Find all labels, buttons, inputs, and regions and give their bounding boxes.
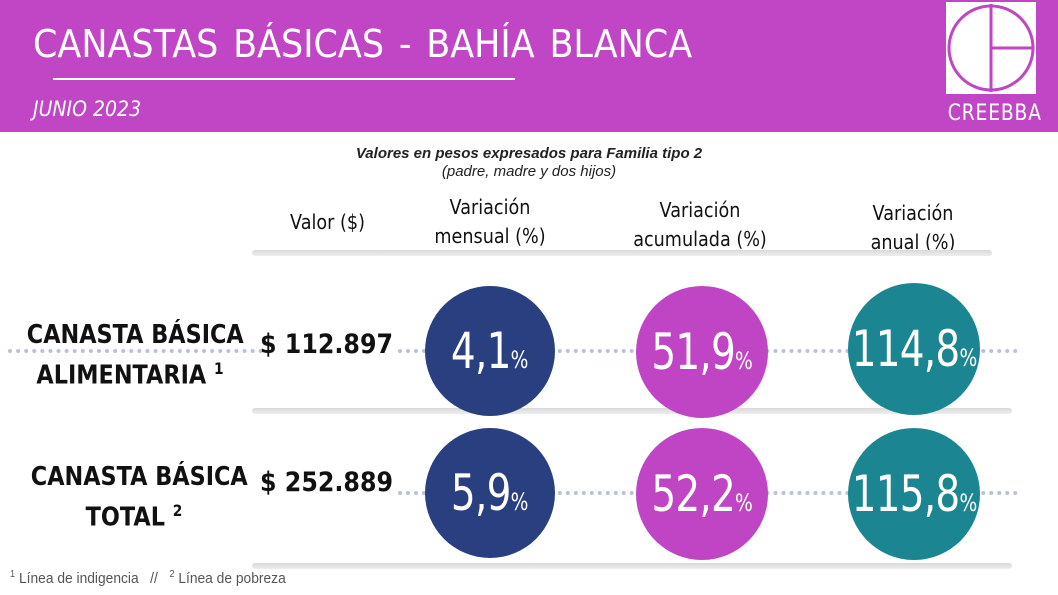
- value-total: $ 252.889: [260, 467, 394, 498]
- row-divider: [252, 408, 1012, 414]
- acumulada-circle-total: 52,2%: [636, 428, 768, 560]
- title-underline: [53, 78, 515, 80]
- header-divider: [252, 250, 992, 256]
- family-note-detail: (padre, madre y dos hijos): [441, 163, 617, 180]
- column-header-mensual: Variación mensual (%): [434, 195, 546, 248]
- header-banner: CANASTAS BÁSICAS - BAHÍA BLANCA JUNIO 20…: [0, 0, 1058, 132]
- acumulada-circle-alimentaria: 51,9%: [636, 286, 768, 418]
- anual-circle-alimentaria: 114,8%: [848, 283, 980, 415]
- creebba-logo-icon: [946, 2, 1036, 94]
- page-subtitle: JUNIO 2023: [33, 97, 142, 121]
- row-label-total: CANASTA BÁSICA TOTAL 2: [30, 462, 248, 533]
- anual-circle-total: 115,8%: [848, 428, 980, 560]
- value-alimentaria: $ 112.897: [260, 329, 394, 360]
- family-note: Valores en pesos expresados para Familia…: [355, 145, 703, 162]
- column-header-acumulada: Variación acumulada (%): [633, 198, 767, 251]
- bottom-divider: [252, 563, 1012, 569]
- column-header-valor: Valor ($): [290, 210, 365, 234]
- page-title: CANASTAS BÁSICAS - BAHÍA BLANCA: [33, 22, 693, 66]
- mensual-circle-total: 5,9%: [425, 428, 555, 558]
- mensual-circle-alimentaria: 4,1%: [425, 286, 555, 416]
- column-header-anual: Variación anual (%): [870, 201, 956, 254]
- logo-text: CREEBBA: [947, 101, 1042, 126]
- row-label-alimentaria: CANASTA BÁSICA ALIMENTARIA 1: [26, 320, 244, 391]
- footnote: 1 Línea de indigencia // 2 Línea de pobr…: [10, 569, 286, 587]
- row1-leader-dots: [8, 349, 263, 353]
